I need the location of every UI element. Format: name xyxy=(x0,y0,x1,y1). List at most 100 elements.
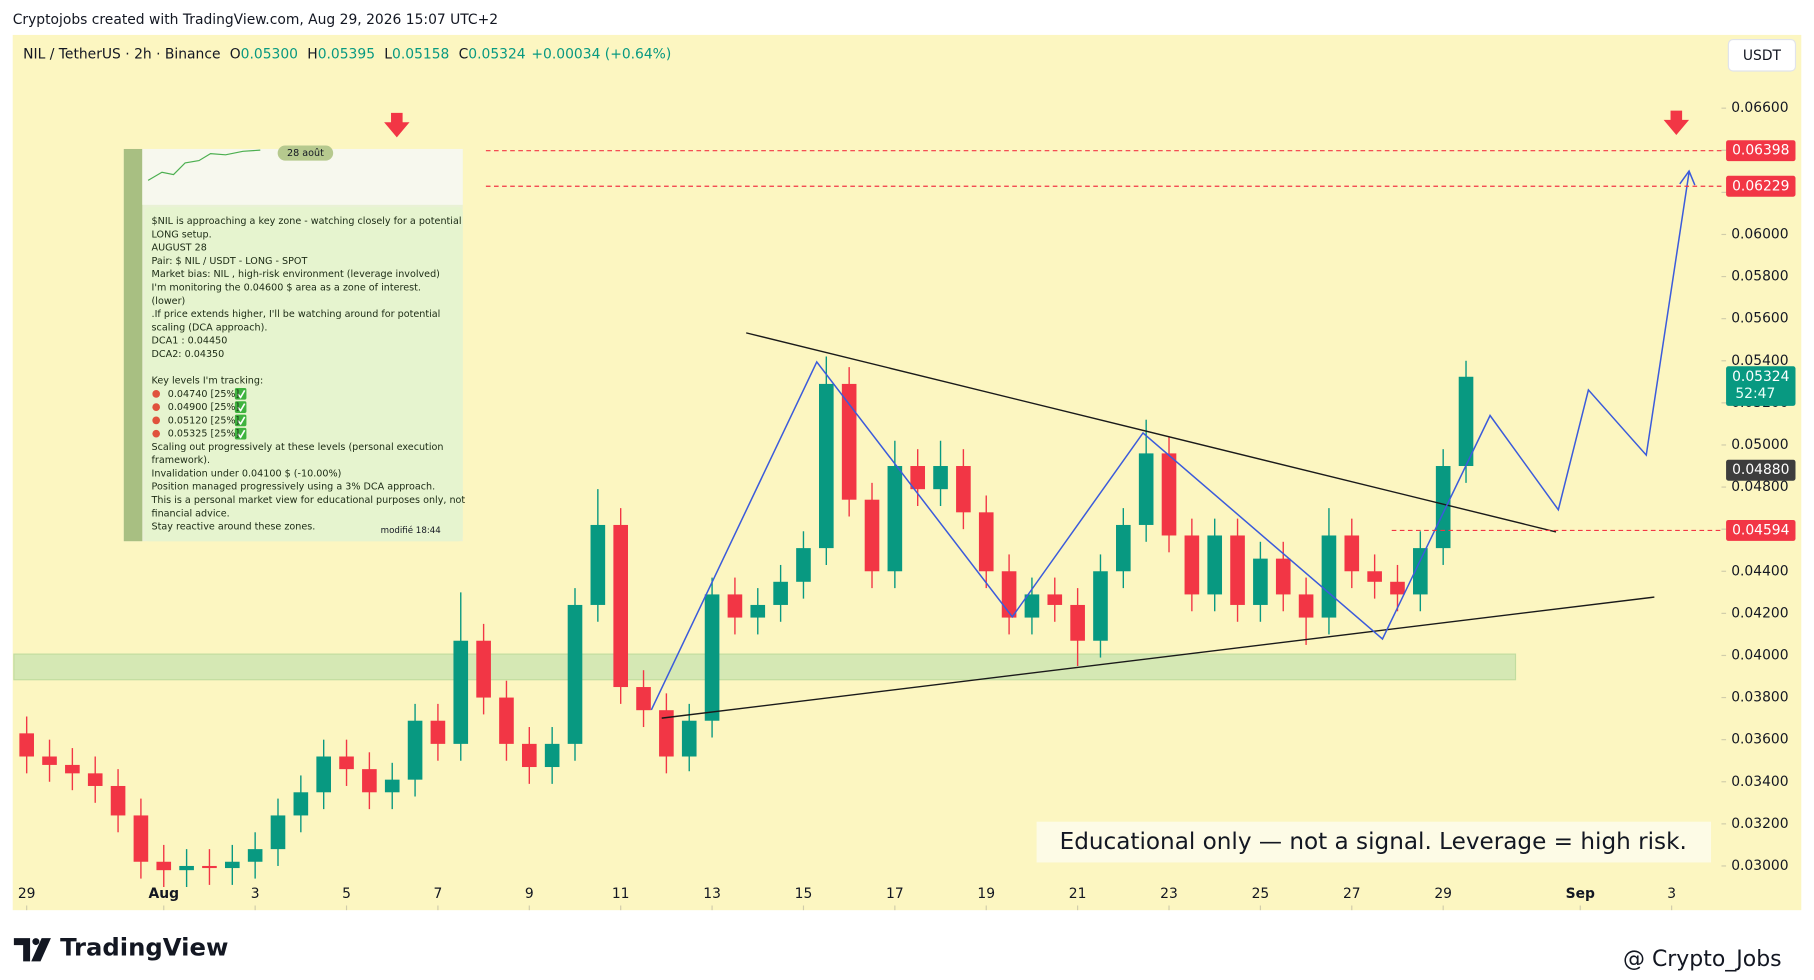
price-tag-label: 0.06398 xyxy=(1732,143,1789,159)
candle-body xyxy=(887,466,903,572)
candle-body xyxy=(1344,535,1360,572)
candle-body xyxy=(841,383,857,500)
candle-body xyxy=(362,769,377,793)
x-tick-label: 17 xyxy=(886,886,904,902)
candle-body xyxy=(704,594,720,721)
y-tick-label: 0.05800 xyxy=(1731,269,1788,285)
candle-body xyxy=(1024,594,1040,618)
y-tick-label: 0.06000 xyxy=(1731,226,1788,242)
candle-body xyxy=(910,466,926,490)
price-tag xyxy=(1726,366,1796,406)
candle-body xyxy=(19,733,34,757)
lower-trendline xyxy=(661,596,1655,719)
x-tick-label: 19 xyxy=(977,886,995,902)
ohlc-key: C xyxy=(459,47,469,63)
price-countdown: 52:47 xyxy=(1735,386,1775,402)
x-tick-label: 5 xyxy=(342,886,351,902)
change: +0.00034 (+0.64%) xyxy=(531,47,671,63)
candle-body xyxy=(796,548,811,582)
y-tick-label: 0.05600 xyxy=(1731,311,1788,327)
candle-body xyxy=(87,773,103,786)
y-tick-label: 0.05400 xyxy=(1731,353,1788,369)
candle-body xyxy=(544,743,560,768)
x-tick-label: 27 xyxy=(1343,886,1361,902)
candle-body xyxy=(476,640,491,698)
brand-logo xyxy=(13,938,51,962)
x-tick-label: 23 xyxy=(1160,886,1178,902)
x-tick-label: Sep xyxy=(1566,886,1595,902)
candle-body xyxy=(156,861,172,871)
candle-body xyxy=(1253,558,1268,605)
inset-line: Key levels I'm tracking: xyxy=(152,376,264,387)
ohlc-value: 0.05158 xyxy=(392,47,449,63)
y-tick-label: 0.06600 xyxy=(1731,100,1788,116)
candle-body xyxy=(956,466,971,513)
inset-line: I'm monitoring the 0.04600 $ area as a z… xyxy=(152,282,421,293)
ohlc-value: 0.05395 xyxy=(318,47,375,63)
x-tick-label: 3 xyxy=(251,886,260,902)
candle-body xyxy=(499,697,514,744)
x-tick-label: 25 xyxy=(1252,886,1270,902)
level-lines xyxy=(485,150,1722,532)
candle-body xyxy=(1275,558,1291,595)
currency-button[interactable] xyxy=(1727,38,1797,72)
x-tick-label: 11 xyxy=(612,886,630,902)
candle-body xyxy=(1230,535,1245,605)
candle-body xyxy=(1298,594,1314,618)
candle-body xyxy=(681,720,697,757)
inset-line: DCA1 : 0.04450 xyxy=(152,336,228,347)
candle-body xyxy=(1070,604,1085,641)
candle-body xyxy=(453,640,469,744)
candle-body xyxy=(1161,453,1177,536)
y-tick-label: 0.04200 xyxy=(1731,605,1788,621)
candle-body xyxy=(613,524,629,688)
candle-body xyxy=(521,743,537,768)
candles xyxy=(19,356,1474,888)
down-arrow xyxy=(1663,110,1690,136)
x-tick-label: 29 xyxy=(18,886,36,902)
annotations xyxy=(13,653,1517,681)
watermark: @ Crypto_Jobs xyxy=(1623,947,1782,972)
candle-body xyxy=(750,604,766,618)
y-tick-label: 0.04000 xyxy=(1731,647,1788,663)
candle-body xyxy=(978,512,994,572)
inset-mini-line xyxy=(147,149,261,181)
ohlc-value: 0.05324 xyxy=(468,47,525,63)
inset-line: This is a personal market view for educa… xyxy=(151,495,466,506)
candle-body xyxy=(864,499,880,572)
candle-body xyxy=(202,865,217,869)
price-tag-label: 0.06229 xyxy=(1732,178,1789,194)
x-tick-label: Aug xyxy=(148,886,179,902)
price-tag-label: 0.04594 xyxy=(1732,522,1789,538)
inset-text: $NIL is approaching a key zone - watchin… xyxy=(151,216,466,532)
candle-body xyxy=(133,815,149,862)
candle-body xyxy=(407,720,423,780)
ohlc-key: L xyxy=(384,47,392,63)
inset-icon xyxy=(152,403,160,411)
candle-body xyxy=(247,849,263,862)
candle-body xyxy=(1321,535,1337,618)
price-tag xyxy=(1726,519,1796,541)
inset-line: Stay reactive around these zones. xyxy=(152,522,316,533)
x-tick-label: 9 xyxy=(525,886,534,902)
ohlc-value: 0.05300 xyxy=(241,47,298,63)
legend: NIL / TetherUS · 2h · Binance O0.05300 H0.… xyxy=(23,47,671,63)
candle-body xyxy=(819,383,834,549)
y-tick-label: 0.03800 xyxy=(1731,690,1788,706)
x-tick-label: 13 xyxy=(703,886,721,902)
x-tick-label: 3 xyxy=(1667,886,1676,902)
brand: TradingView xyxy=(60,933,228,962)
x-tick-label: 7 xyxy=(434,886,443,902)
candle-body xyxy=(42,756,57,765)
inset-date-pill xyxy=(277,145,334,161)
inset-line: .If price extends higher, I'll be watchi… xyxy=(152,309,441,320)
candle-body xyxy=(933,466,948,490)
candle-body xyxy=(384,779,400,793)
y-tick-label: 0.03400 xyxy=(1731,774,1788,790)
inset-line: 0.05120 [25%] xyxy=(168,415,240,426)
candle-body xyxy=(659,710,674,757)
logo-mark xyxy=(31,938,51,962)
